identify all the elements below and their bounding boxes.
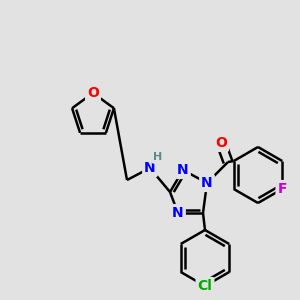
Text: H: H	[153, 152, 163, 162]
Text: N: N	[172, 206, 184, 220]
Text: N: N	[144, 161, 156, 175]
Text: N: N	[201, 176, 213, 190]
Text: F: F	[278, 182, 287, 196]
Text: O: O	[215, 136, 227, 150]
Text: Cl: Cl	[198, 279, 212, 293]
Text: N: N	[177, 163, 189, 177]
Text: O: O	[87, 86, 99, 100]
